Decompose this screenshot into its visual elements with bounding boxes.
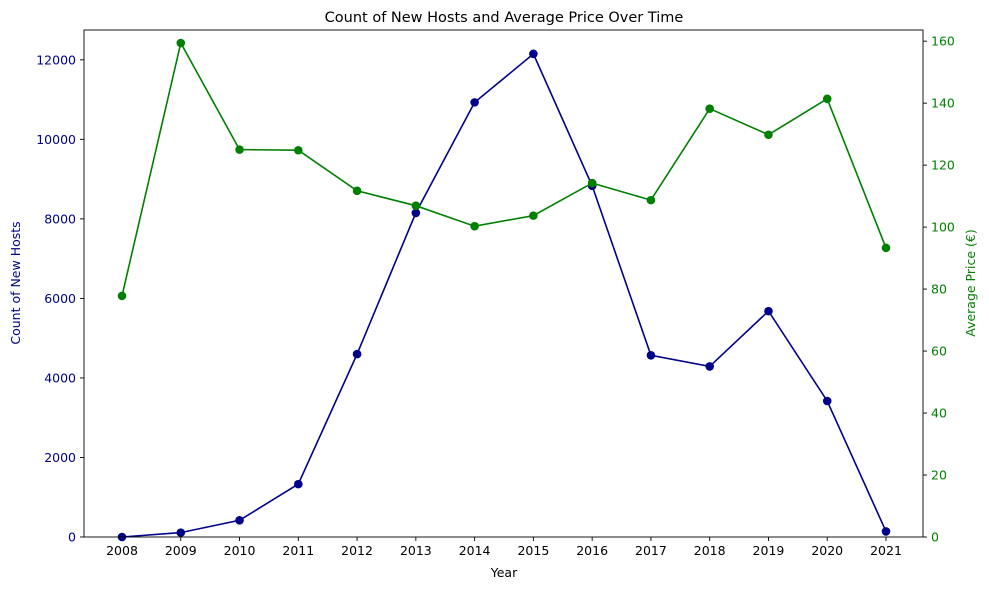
hosts-data-point [470, 98, 479, 107]
hosts-data-point [881, 527, 891, 536]
right-y-tick-label: 40 [931, 406, 947, 421]
price-data-point [764, 130, 773, 140]
x-tick-label: 2019 [753, 543, 785, 558]
hosts-data-point [294, 479, 303, 489]
x-tick-label: 2017 [635, 543, 667, 558]
x-tick-label: 2020 [811, 543, 843, 558]
price-data-point [822, 94, 832, 104]
price-data-point [587, 178, 597, 188]
price-data-point [352, 186, 362, 196]
right-y-axis-title: Average Price (€) [963, 229, 978, 336]
price-data-point [176, 38, 186, 48]
left-y-tick-label: 6000 [44, 291, 76, 306]
price-data-point [705, 104, 714, 114]
left-y-tick-label: 4000 [44, 370, 76, 385]
x-tick-label: 2008 [106, 543, 138, 558]
hosts-data-point [352, 349, 362, 359]
hosts-data-point [529, 49, 538, 59]
price-series-line [121, 40, 887, 297]
x-tick-label: 2014 [459, 543, 491, 558]
left-y-axis-title: Count of New Hosts [8, 221, 23, 344]
price-data-point [881, 243, 891, 253]
left-y-tick-label: 10000 [36, 132, 76, 147]
hosts-data-point [411, 208, 421, 218]
hosts-data-point [235, 515, 244, 525]
left-y-tick-label: 2000 [44, 450, 76, 465]
x-tick-label: 2018 [694, 543, 726, 558]
hosts-data-point [764, 306, 773, 316]
left-y-tick-label: 8000 [44, 211, 76, 226]
hosts-data-point [705, 362, 714, 371]
x-tick-label: 2009 [165, 543, 197, 558]
hosts-data-point [822, 396, 832, 406]
plot-area: 2008 2009 2010 2011 2012 2013 2014 2015 2016 2017… [36, 29, 955, 558]
right-y-tick-label: 100 [931, 220, 955, 235]
price-data-point [470, 221, 479, 231]
x-tick-label: 2011 [282, 543, 314, 558]
chart-title: Count of New Hosts and Average Price Ove… [325, 10, 684, 26]
x-tick-label: 2010 [224, 543, 256, 558]
right-y-tick-label: 140 [931, 96, 955, 111]
left-y-tick-label: 12000 [36, 52, 76, 67]
price-data-point [294, 145, 303, 155]
right-y-tick-label: 20 [931, 468, 947, 483]
right-y-tick-label: 80 [931, 282, 947, 297]
right-y-tick-label: 60 [931, 344, 947, 359]
hosts-data-point [176, 528, 186, 537]
price-data-point [529, 211, 538, 220]
x-tick-label: 2021 [870, 543, 902, 558]
x-tick-label: 2012 [341, 543, 373, 558]
price-data-point [646, 195, 656, 205]
x-tick-label: 2015 [517, 543, 549, 558]
price-data-point [117, 291, 127, 301]
hosts-data-point [646, 350, 656, 360]
x-tick-label: 2016 [576, 543, 608, 558]
hosts-series-line [121, 52, 887, 538]
left-y-tick-label: 0 [68, 530, 76, 545]
price-data-point [235, 145, 244, 154]
price-data-point [411, 201, 421, 211]
right-y-tick-label: 0 [931, 530, 939, 545]
x-tick-label: 2013 [400, 543, 432, 558]
right-y-tick-label: 120 [931, 158, 955, 173]
plot-frame [83, 29, 924, 538]
x-axis-title: Year [490, 565, 518, 580]
right-y-tick-label: 160 [931, 34, 955, 49]
